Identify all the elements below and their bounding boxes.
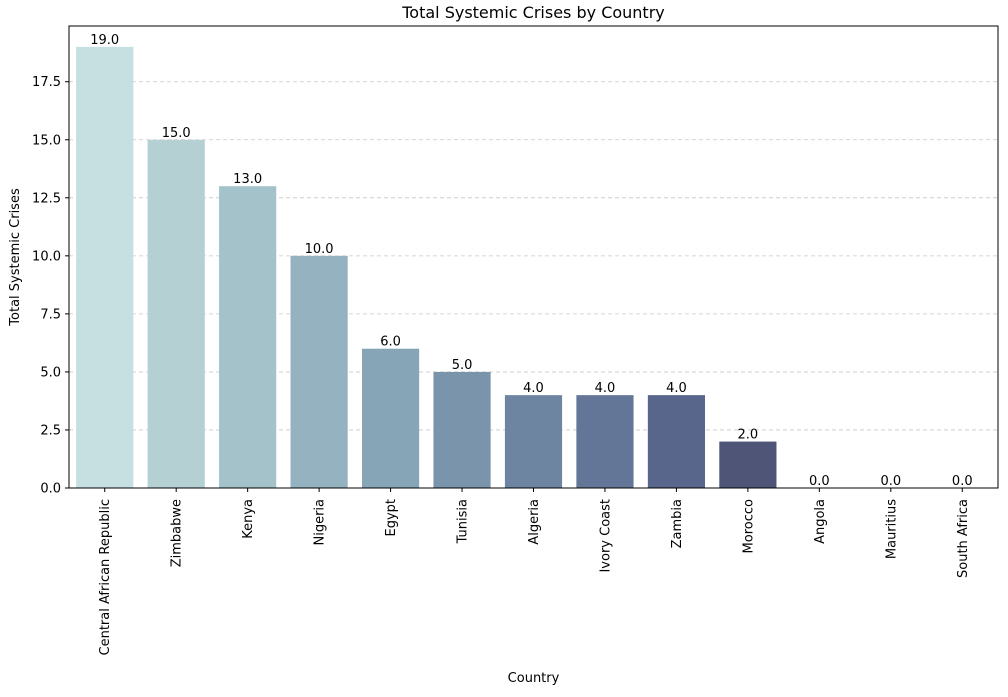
y-tick-label: 17.5 [32,75,61,90]
data-label: 0.0 [809,474,830,489]
y-tick-label: 5.0 [40,365,61,380]
x-tick-label: Mauritius [884,499,899,559]
bar [76,46,134,489]
y-tick-label: 2.5 [40,423,61,438]
y-tick-label: 0.0 [40,482,61,497]
data-label: 13.0 [233,172,262,187]
data-label: 6.0 [380,335,401,350]
x-axis: Central African Republic Zimbabwe Kenya Nig… [98,488,971,655]
x-tick-label: Kenya [241,499,256,539]
data-label: 5.0 [452,358,473,373]
bar [219,186,277,488]
y-axis: 0.0 2.5 5.0 7.5 10.0 12.5 15.0 17.5 [32,75,69,497]
x-tick-label: Angola [813,499,828,544]
bar [147,139,205,488]
x-tick-label: Zambia [670,499,685,548]
plot-frame [68,25,999,489]
data-label: 15.0 [162,126,191,141]
bar [361,348,420,488]
bar [647,395,706,488]
x-tick-label: Zimbabwe [170,499,185,567]
y-tick-label: 7.5 [40,307,61,322]
data-label: 4.0 [523,381,544,396]
data-label: 10.0 [305,242,334,257]
x-tick-label: South Africa [956,499,971,578]
data-label: 0.0 [952,474,973,489]
bar [290,255,348,488]
x-tick-label: Egypt [384,499,399,537]
y-tick-label: 10.0 [32,249,61,264]
data-label: 4.0 [666,381,687,396]
bar [719,441,777,488]
x-tick-label: Nigeria [313,499,328,546]
y-tick-label: 12.5 [32,191,61,206]
bar [576,395,634,488]
y-tick-label: 15.0 [32,133,61,148]
x-tick-label: Ivory Coast [598,499,613,573]
data-labels: 19.0 15.0 13.0 10.0 6.0 5.0 4.0 4.0 4.0 2.0 0.0 0.0… [90,33,972,489]
x-axis-title: Country [508,671,560,686]
bars [76,46,777,489]
x-tick-label: Morocco [741,499,756,553]
x-tick-label: Central African Republic [98,499,113,655]
x-tick-label: Tunisia [456,499,471,544]
chart-title: Total Systemic Crises by Country [401,3,665,22]
data-label: 2.0 [738,428,759,443]
data-label: 4.0 [595,381,616,396]
bar [433,371,491,488]
y-axis-title: Total Systemic Crises [8,188,23,327]
x-tick-label: Algeria [527,499,542,545]
data-label: 0.0 [880,474,901,489]
data-label: 19.0 [90,33,119,48]
bar [504,395,563,488]
